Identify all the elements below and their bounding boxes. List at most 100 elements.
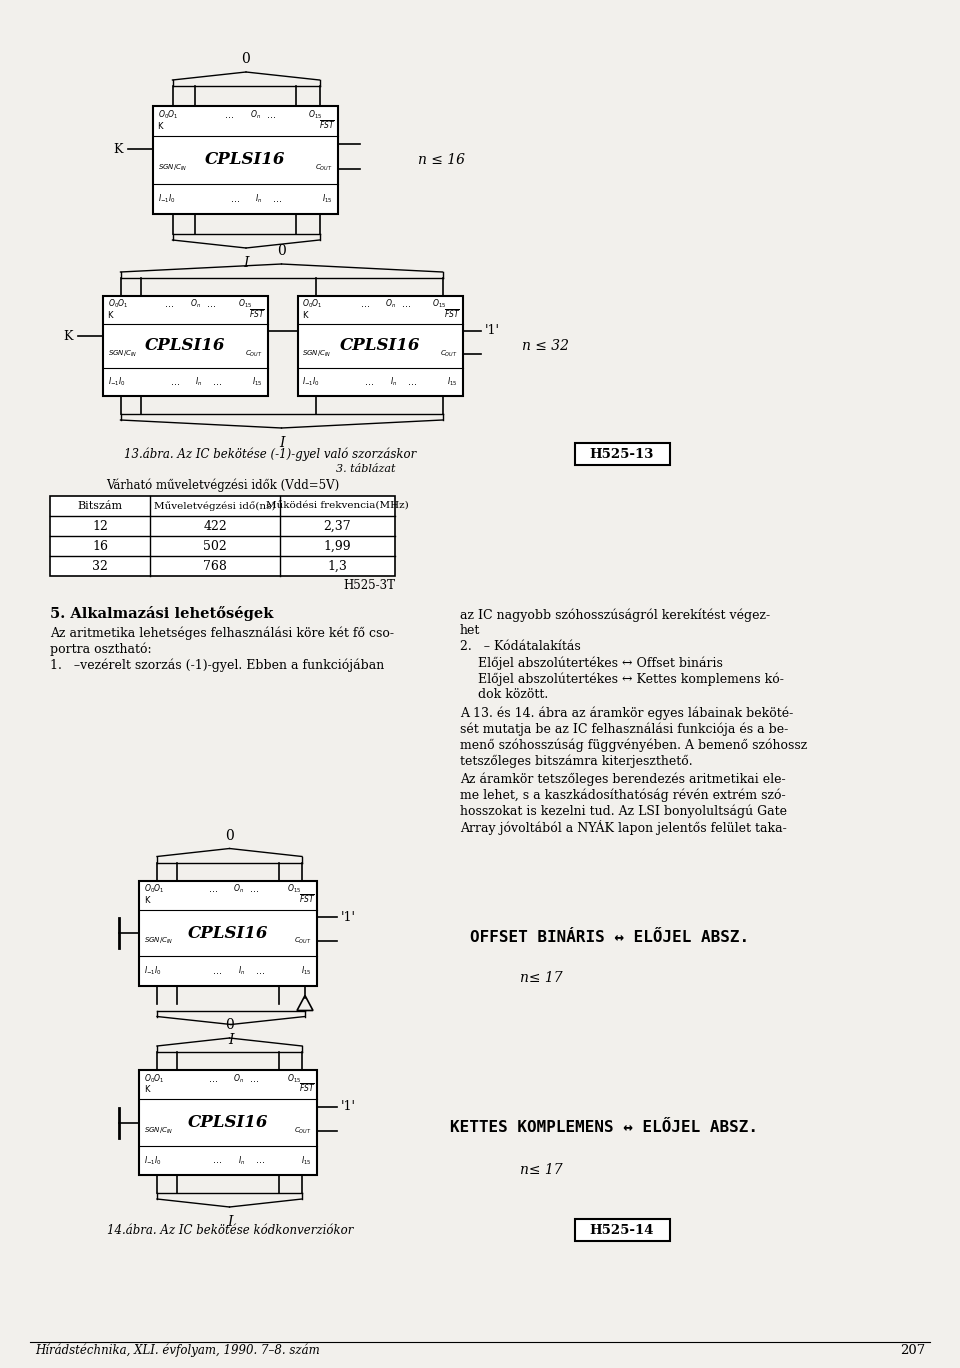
Text: $\overline{FST}$: $\overline{FST}$	[444, 308, 461, 320]
Text: '1': '1'	[341, 911, 356, 923]
Text: $I_{15}$: $I_{15}$	[322, 193, 332, 205]
Text: K: K	[157, 122, 163, 130]
Text: I: I	[243, 256, 249, 269]
Text: $I_{15}$: $I_{15}$	[301, 964, 312, 977]
Text: 2.   – Kódátalakítás: 2. – Kódátalakítás	[460, 640, 581, 653]
Text: '1': '1'	[341, 1100, 356, 1114]
Bar	[50, 497, 395, 576]
Text: n ≤ 32: n ≤ 32	[522, 339, 569, 353]
Text: ...: ...	[213, 1156, 223, 1166]
Text: $SGN/C_{IN}$: $SGN/C_{IN}$	[144, 936, 174, 947]
Text: $O_n$: $O_n$	[385, 298, 396, 311]
Text: 5. Alkalmazási lehetőségek: 5. Alkalmazási lehetőségek	[50, 606, 274, 621]
Text: ...: ...	[273, 194, 282, 204]
Text: ...: ...	[267, 109, 276, 120]
Text: ...: ...	[207, 300, 216, 309]
Text: $SGN/C_{IN}$: $SGN/C_{IN}$	[108, 349, 137, 360]
Text: ...: ...	[213, 966, 223, 975]
Text: 3. táblázat: 3. táblázat	[335, 464, 395, 473]
Text: $I_{15}$: $I_{15}$	[447, 376, 458, 389]
Text: ...: ...	[366, 378, 374, 387]
Text: $I_{15}$: $I_{15}$	[301, 1155, 312, 1167]
Text: CPLSI16: CPLSI16	[188, 925, 268, 941]
Text: ...: ...	[250, 884, 259, 895]
Text: tetszőleges bitszámra kiterjeszthető.: tetszőleges bitszámra kiterjeszthető.	[460, 754, 692, 767]
Text: n≤ 17: n≤ 17	[520, 971, 563, 985]
Text: Előjel abszolútertékes ↔ Offset bináris: Előjel abszolútertékes ↔ Offset bináris	[478, 657, 723, 669]
Text: $O_n$: $O_n$	[190, 298, 201, 311]
Text: Várható műveletvégzési idők (Vdd=5V): Várható műveletvégzési idők (Vdd=5V)	[106, 477, 339, 491]
Text: Az áramkör tetszőleges berendezés aritmetikai ele-: Az áramkör tetszőleges berendezés aritme…	[460, 772, 785, 785]
Text: K: K	[108, 311, 113, 320]
Text: $I_{-1}I_0$: $I_{-1}I_0$	[144, 964, 161, 977]
Text: 32: 32	[92, 560, 108, 572]
Text: n ≤ 16: n ≤ 16	[418, 153, 465, 167]
Text: $SGN/C_{IN}$: $SGN/C_{IN}$	[144, 1126, 174, 1135]
Text: $I_{-1}I_0$: $I_{-1}I_0$	[144, 1155, 161, 1167]
Text: 0: 0	[226, 829, 234, 843]
Text: ...: ...	[361, 300, 370, 309]
Bar	[153, 105, 338, 213]
Text: CPLSI16: CPLSI16	[340, 338, 420, 354]
Text: Működési frekvencia(MHz): Működési frekvencia(MHz)	[266, 502, 409, 510]
Text: sét mutatja be az IC felhasználási funkciója és a be-: sét mutatja be az IC felhasználási funkc…	[460, 722, 788, 736]
Text: KETTES KOMPLEMENS ↔ ELŐJEL ABSZ.: KETTES KOMPLEMENS ↔ ELŐJEL ABSZ.	[450, 1120, 758, 1135]
Text: 502: 502	[204, 539, 227, 553]
Text: 13.ábra. Az IC bekötése (-1)-gyel való szorzáskor: 13.ábra. Az IC bekötése (-1)-gyel való s…	[124, 447, 416, 461]
Text: CPLSI16: CPLSI16	[204, 152, 285, 168]
Text: CPLSI16: CPLSI16	[145, 338, 226, 354]
Text: $I_n$: $I_n$	[195, 376, 203, 389]
Text: Array jóvoltából a NYÁK lapon jelentős felület taka-: Array jóvoltából a NYÁK lapon jelentős f…	[460, 819, 787, 834]
Text: ...: ...	[165, 300, 175, 309]
Bar	[139, 1070, 317, 1175]
Text: $O_0O_1$: $O_0O_1$	[108, 298, 128, 311]
Text: K: K	[144, 896, 150, 904]
Text: $I_{15}$: $I_{15}$	[252, 376, 262, 389]
Text: $O_0O_1$: $O_0O_1$	[302, 298, 323, 311]
Text: dok között.: dok között.	[478, 688, 548, 700]
Text: $O_{15}$: $O_{15}$	[237, 298, 252, 311]
Text: ...: ...	[402, 300, 411, 309]
Text: 16: 16	[92, 539, 108, 553]
Text: ...: ...	[171, 378, 180, 387]
Text: CPLSI16: CPLSI16	[188, 1114, 268, 1131]
Text: 422: 422	[204, 520, 227, 532]
Text: menő szóhosszúság függvényében. A bemenő szóhossz: menő szóhosszúság függvényében. A bemenő…	[460, 737, 807, 751]
Text: $I_{-1}I_0$: $I_{-1}I_0$	[108, 376, 125, 389]
Bar	[103, 295, 268, 395]
Text: $SGN/C_{IN}$: $SGN/C_{IN}$	[157, 163, 187, 174]
Text: I: I	[278, 436, 284, 450]
Text: $C_{OUT}$: $C_{OUT}$	[295, 936, 312, 947]
Text: ...: ...	[226, 109, 234, 120]
Text: ...: ...	[230, 194, 239, 204]
Text: K: K	[63, 330, 73, 342]
Text: ...: ...	[256, 1156, 265, 1166]
Text: $O_{15}$: $O_{15}$	[287, 1073, 301, 1085]
Text: ...: ...	[256, 966, 265, 975]
Bar	[575, 443, 670, 465]
Text: $C_{OUT}$: $C_{OUT}$	[295, 1126, 312, 1135]
Text: $I_n$: $I_n$	[390, 376, 397, 389]
Text: I: I	[227, 1215, 232, 1228]
Text: $O_0O_1$: $O_0O_1$	[157, 109, 178, 122]
Text: $O_{15}$: $O_{15}$	[433, 298, 446, 311]
Text: Bitszám: Bitszám	[78, 501, 123, 512]
Text: OFFSET BINÁRIS ↔ ELŐJEL ABSZ.: OFFSET BINÁRIS ↔ ELŐJEL ABSZ.	[470, 930, 749, 945]
Text: 207: 207	[900, 1343, 925, 1357]
Text: me lehet, s a kaszkádosíthatóság révén extrém szó-: me lehet, s a kaszkádosíthatóság révén e…	[460, 788, 785, 802]
Text: K: K	[113, 142, 123, 156]
Text: I: I	[228, 1033, 233, 1047]
Text: $O_0O_1$: $O_0O_1$	[144, 1073, 164, 1085]
Text: $\overline{FST}$: $\overline{FST}$	[299, 1082, 315, 1094]
Text: 1,99: 1,99	[324, 539, 351, 553]
Text: 0: 0	[242, 52, 251, 66]
Text: $I_{-1}I_0$: $I_{-1}I_0$	[157, 193, 176, 205]
Text: H525-14: H525-14	[589, 1223, 655, 1237]
Text: $I_n$: $I_n$	[238, 964, 246, 977]
Text: 14.ábra. Az IC bekötése kódkonverziókor: 14.ábra. Az IC bekötése kódkonverziókor	[107, 1223, 353, 1237]
Text: hosszokat is kezelni tud. Az LSI bonyolultságú Gate: hosszokat is kezelni tud. Az LSI bonyolu…	[460, 804, 787, 818]
Text: '1': '1'	[485, 324, 499, 338]
Text: het: het	[460, 624, 480, 637]
Bar	[575, 1219, 670, 1241]
Text: Műveletvégzési idő(ns): Műveletvégzési idő(ns)	[155, 501, 276, 510]
